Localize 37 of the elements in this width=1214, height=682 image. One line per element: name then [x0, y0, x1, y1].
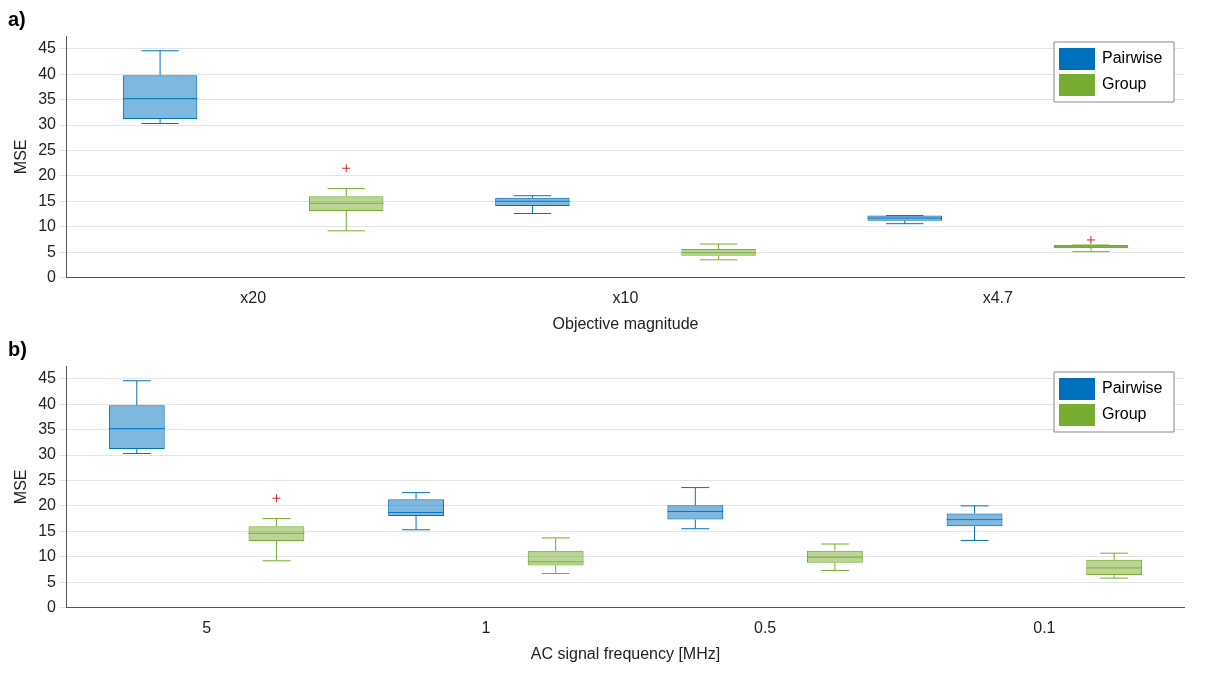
x-tick-label: 0.1 — [1033, 618, 1056, 636]
y-axis-title: MSE — [12, 139, 30, 175]
y-tick-label: 40 — [38, 394, 57, 412]
y-tick-label: 25 — [38, 140, 57, 158]
y-tick-label: 20 — [38, 496, 57, 514]
y-tick-label: 25 — [38, 470, 57, 488]
y-tick-label: 30 — [38, 445, 57, 463]
y-tick-label: 10 — [38, 217, 57, 235]
legend-label: Pairwise — [1102, 379, 1163, 397]
y-tick-label: 35 — [38, 419, 57, 437]
y-tick-label: 45 — [38, 39, 57, 57]
chart-title: a) — [8, 7, 26, 30]
y-axis-title: MSE — [12, 469, 30, 505]
x-tick-label: 5 — [202, 618, 212, 636]
x-axis-title: Objective magnitude — [552, 314, 699, 332]
y-tick-label: 10 — [38, 547, 57, 565]
x-tick-label: x4.7 — [982, 288, 1014, 306]
x-tick-label: 1 — [481, 618, 491, 636]
y-tick-label: 20 — [38, 166, 57, 184]
x-tick-label: x10 — [612, 288, 639, 306]
y-tick-label: 35 — [38, 89, 57, 107]
chart-title: b) — [8, 337, 27, 360]
legend-label: Group — [1102, 405, 1147, 423]
legend-label: Group — [1102, 75, 1147, 93]
y-tick-label: 45 — [38, 369, 57, 387]
y-tick-label: 5 — [47, 242, 57, 260]
x-tick-label: 0.5 — [754, 618, 777, 636]
legend-label: Pairwise — [1102, 49, 1163, 67]
y-tick-label: 30 — [38, 115, 57, 133]
y-tick-label: 15 — [38, 191, 57, 209]
x-axis-title: AC signal frequency [MHz] — [530, 644, 721, 662]
y-tick-label: 5 — [47, 572, 57, 590]
x-tick-label: x20 — [240, 288, 267, 306]
y-tick-label: 0 — [47, 268, 57, 286]
y-tick-label: 15 — [38, 521, 57, 539]
y-tick-label: 40 — [38, 64, 57, 82]
y-tick-label: 0 — [47, 598, 57, 616]
